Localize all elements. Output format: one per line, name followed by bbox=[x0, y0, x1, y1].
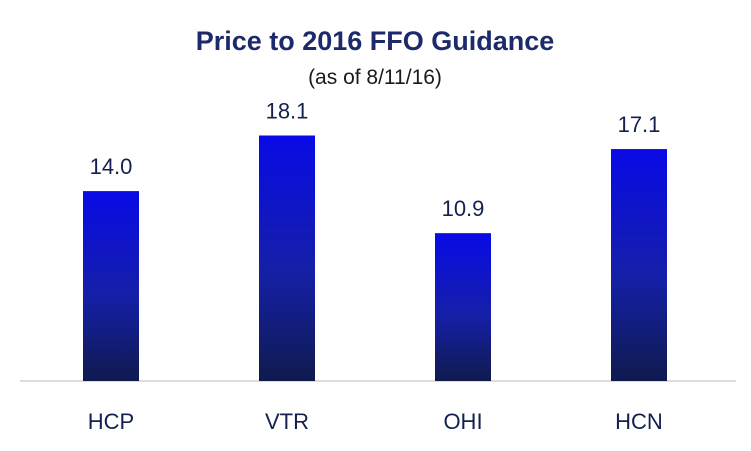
bar-series: 14.0 HCP 18.1 VTR 10.9 OHI 17.1 HCN bbox=[83, 98, 667, 434]
data-label-hcp: 14.0 bbox=[90, 154, 133, 179]
bar-ohi bbox=[435, 233, 491, 381]
category-label-vtr: VTR bbox=[265, 409, 309, 434]
data-label-hcn: 17.1 bbox=[618, 112, 661, 137]
chart-title: Price to 2016 FFO Guidance bbox=[196, 26, 555, 56]
category-label-hcn: HCN bbox=[615, 409, 663, 434]
bar-hcn bbox=[611, 149, 667, 381]
data-label-ohi: 10.9 bbox=[442, 196, 485, 221]
data-label-vtr: 18.1 bbox=[266, 98, 309, 123]
bar-hcp bbox=[83, 191, 139, 381]
chart-subtitle: (as of 8/11/16) bbox=[308, 66, 442, 89]
category-label-hcp: HCP bbox=[88, 409, 134, 434]
category-label-ohi: OHI bbox=[443, 409, 482, 434]
bar-vtr bbox=[259, 135, 315, 381]
